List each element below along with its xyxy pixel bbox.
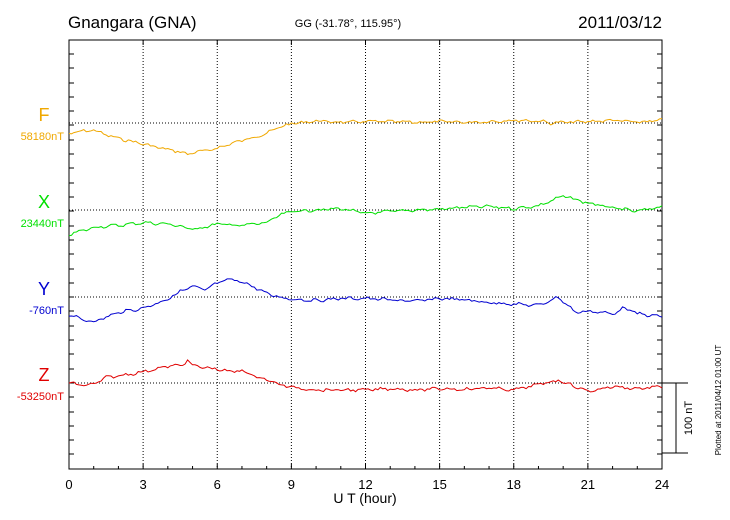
x-tick-label: 21 [581, 477, 595, 492]
x-tick-label: 3 [140, 477, 147, 492]
series-baseline-f: 58180nT [21, 131, 65, 143]
plot-frame [68, 39, 663, 470]
chart-date: 2011/03/12 [578, 13, 662, 32]
series-baseline-x: 23440nT [21, 218, 65, 230]
series-name-x: X [38, 192, 50, 212]
x-tick-label: 12 [358, 477, 372, 492]
x-tick-label: 0 [65, 477, 72, 492]
x-tick-label: 6 [214, 477, 221, 492]
series-line-y [68, 278, 663, 323]
series-name-z: Z [39, 365, 50, 385]
x-tick-label: 15 [432, 477, 446, 492]
x-tick-label: 9 [288, 477, 295, 492]
x-tick-label: 18 [507, 477, 521, 492]
series-name-y: Y [38, 279, 50, 299]
plotted-timestamp: Plotted at 2011/04/12 01:00 UT [714, 345, 723, 456]
series-line-z [68, 359, 663, 393]
scale-bar-label: 100 nT [683, 401, 695, 436]
station-title: Gnangara (GNA) [68, 13, 197, 32]
x-tick-label: 24 [655, 477, 669, 492]
series-baseline-y: -760nT [29, 305, 64, 317]
series-baseline-z: -53250nT [17, 391, 64, 403]
series-name-f: F [39, 105, 50, 125]
station-coordinates: GG (-31.78°, 115.95°) [295, 18, 401, 30]
series-line-f [68, 118, 663, 156]
series-line-x [68, 195, 663, 237]
x-axis-label: U T (hour) [333, 490, 396, 506]
